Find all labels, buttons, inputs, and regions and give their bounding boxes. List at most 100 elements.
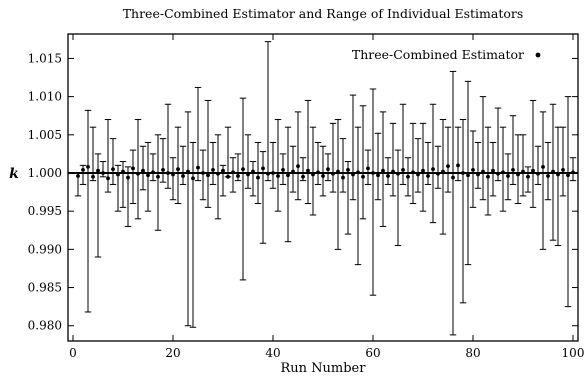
y-tick-label: 1.000 bbox=[28, 166, 62, 180]
combined-point bbox=[551, 169, 555, 174]
range-bar bbox=[134, 119, 142, 220]
combined-point bbox=[466, 173, 470, 178]
combined-point bbox=[236, 174, 240, 178]
combined-point bbox=[356, 170, 360, 175]
range-bar bbox=[564, 96, 572, 308]
combined-points bbox=[76, 163, 575, 181]
range-bar bbox=[444, 126, 452, 193]
range-bar bbox=[179, 145, 187, 185]
combined-point bbox=[156, 174, 160, 179]
combined-point bbox=[416, 172, 420, 177]
range-bar bbox=[369, 88, 377, 296]
range-bar bbox=[394, 149, 402, 247]
combined-point bbox=[391, 169, 395, 174]
combined-point bbox=[166, 171, 170, 175]
range-bar bbox=[529, 99, 537, 208]
combined-point bbox=[201, 171, 205, 175]
combined-point bbox=[226, 174, 230, 179]
combined-point bbox=[286, 173, 290, 178]
range-bar bbox=[509, 115, 517, 185]
range-bar bbox=[189, 141, 197, 328]
combined-point bbox=[561, 168, 565, 172]
range-bar bbox=[569, 157, 577, 182]
combined-point bbox=[326, 167, 330, 172]
range-bar bbox=[154, 134, 162, 231]
combined-point bbox=[341, 175, 345, 180]
range-bar bbox=[414, 138, 422, 193]
combined-point bbox=[76, 174, 80, 178]
range-bar bbox=[89, 126, 97, 182]
combined-point bbox=[536, 171, 540, 176]
range-bar bbox=[389, 122, 397, 197]
range-bar bbox=[254, 141, 262, 205]
y-tick-label: 1.010 bbox=[28, 90, 62, 104]
combined-point bbox=[386, 174, 390, 178]
legend: Three-Combined Estimator bbox=[352, 47, 541, 62]
combined-point bbox=[196, 165, 200, 170]
combined-point bbox=[436, 171, 440, 176]
combined-point bbox=[81, 168, 85, 172]
y-axis-label: k bbox=[9, 166, 19, 182]
range-bar bbox=[374, 132, 382, 201]
combined-point bbox=[291, 169, 295, 174]
range-bar bbox=[289, 145, 297, 193]
range-bar bbox=[204, 99, 212, 208]
range-bar bbox=[439, 119, 447, 235]
combined-point bbox=[566, 173, 570, 178]
combined-point bbox=[116, 172, 120, 177]
combined-point bbox=[501, 170, 505, 175]
combined-point bbox=[256, 175, 260, 180]
combined-point bbox=[491, 168, 495, 173]
combined-point bbox=[311, 172, 315, 177]
combined-point bbox=[106, 176, 110, 181]
combined-point bbox=[186, 169, 190, 174]
range-bar bbox=[474, 141, 482, 189]
combined-point bbox=[221, 168, 225, 173]
combined-point bbox=[316, 170, 320, 175]
range-bar bbox=[429, 103, 437, 224]
combined-point bbox=[111, 167, 115, 172]
y-tick-label: 1.015 bbox=[28, 51, 62, 65]
combined-point bbox=[121, 169, 125, 174]
combined-point bbox=[516, 172, 520, 177]
y-tick-label: 0.995 bbox=[28, 204, 62, 218]
range-bar bbox=[304, 99, 312, 205]
combined-point bbox=[301, 174, 305, 179]
range-bar bbox=[84, 109, 92, 313]
range-bar bbox=[559, 126, 567, 197]
x-tick-label: 80 bbox=[465, 346, 480, 360]
combined-point bbox=[131, 166, 135, 171]
combined-point bbox=[351, 172, 355, 177]
combined-point bbox=[476, 172, 480, 177]
range-bar bbox=[284, 126, 292, 243]
range-bar bbox=[544, 141, 552, 201]
combined-point bbox=[271, 171, 275, 175]
range-bar bbox=[479, 96, 487, 201]
legend-label: Three-Combined Estimator bbox=[352, 47, 524, 62]
combined-point bbox=[421, 168, 425, 173]
combined-point bbox=[86, 164, 90, 169]
combined-point bbox=[241, 167, 245, 172]
combined-point bbox=[141, 168, 145, 173]
combined-point bbox=[281, 168, 285, 172]
range-bar bbox=[184, 111, 192, 327]
range-bar bbox=[259, 151, 267, 244]
combined-point bbox=[381, 168, 385, 173]
range-bar bbox=[174, 126, 182, 205]
x-tick-label: 20 bbox=[165, 346, 180, 360]
combined-point bbox=[531, 168, 535, 173]
x-tick-label: 60 bbox=[365, 346, 380, 360]
y-tick-label: 0.980 bbox=[28, 319, 62, 333]
range-bar bbox=[139, 145, 147, 191]
combined-point bbox=[161, 168, 165, 172]
range-bar bbox=[424, 141, 432, 185]
range-bar bbox=[314, 141, 322, 185]
x-tick-label: 0 bbox=[69, 346, 77, 360]
range-bar bbox=[334, 119, 342, 250]
range-bar bbox=[534, 145, 542, 185]
y-ticks: 0.980 0.985 0.990 0.995 1.000 1.005 1.010 1.015 bbox=[28, 51, 578, 333]
combined-point bbox=[451, 175, 455, 180]
range-bar bbox=[269, 141, 277, 189]
combined-point bbox=[331, 171, 335, 176]
combined-point bbox=[346, 168, 350, 172]
